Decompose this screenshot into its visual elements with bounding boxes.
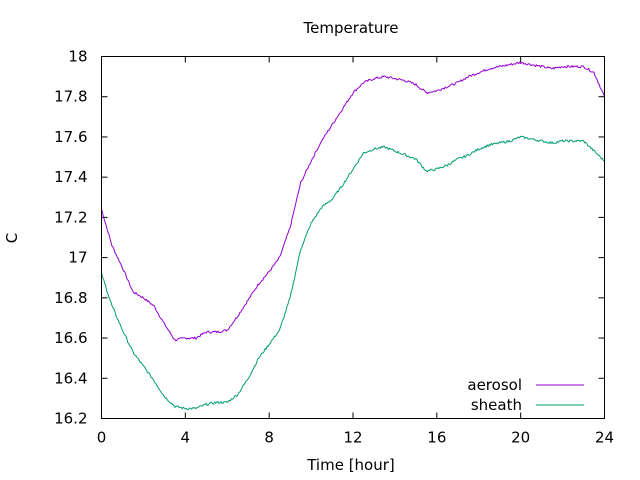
chart-title: Temperature bbox=[302, 19, 398, 37]
legend-label-sheath: sheath bbox=[471, 396, 522, 414]
y-tick-label: 17 bbox=[68, 249, 87, 267]
x-tick-label: 20 bbox=[511, 429, 530, 447]
x-tick-label: 0 bbox=[97, 429, 107, 447]
y-tick-label: 16.6 bbox=[54, 329, 87, 347]
y-axis-label: C bbox=[3, 233, 21, 243]
x-tick-label: 16 bbox=[427, 429, 446, 447]
y-tick-label: 16.2 bbox=[54, 410, 87, 428]
series-group bbox=[101, 61, 605, 410]
series-line-aerosol bbox=[101, 61, 605, 342]
x-tick-label: 8 bbox=[264, 429, 274, 447]
y-tick-label: 17.6 bbox=[54, 128, 87, 146]
y-tick-label: 17.8 bbox=[54, 88, 87, 106]
plot-frame bbox=[101, 56, 605, 419]
y-tick-label: 17.2 bbox=[54, 208, 87, 226]
series-line-sheath bbox=[101, 135, 605, 410]
axes: 0 4 8 12 16 20 24 16.2 16.4 16.6 16.8 17 17.2 17.4 17.… bbox=[54, 48, 614, 447]
x-tick-label: 4 bbox=[181, 429, 191, 447]
legend: aerosol sheath bbox=[467, 376, 584, 414]
legend-label-aerosol: aerosol bbox=[467, 376, 522, 394]
x-axis-label: Time [hour] bbox=[306, 456, 395, 474]
y-tick-label: 18 bbox=[68, 48, 87, 66]
y-tick-label: 17.4 bbox=[54, 168, 87, 186]
y-tick-label: 16.8 bbox=[54, 289, 87, 307]
y-tick-label: 16.4 bbox=[54, 369, 87, 387]
x-tick-label: 24 bbox=[595, 429, 614, 447]
x-tick-label: 12 bbox=[343, 429, 362, 447]
